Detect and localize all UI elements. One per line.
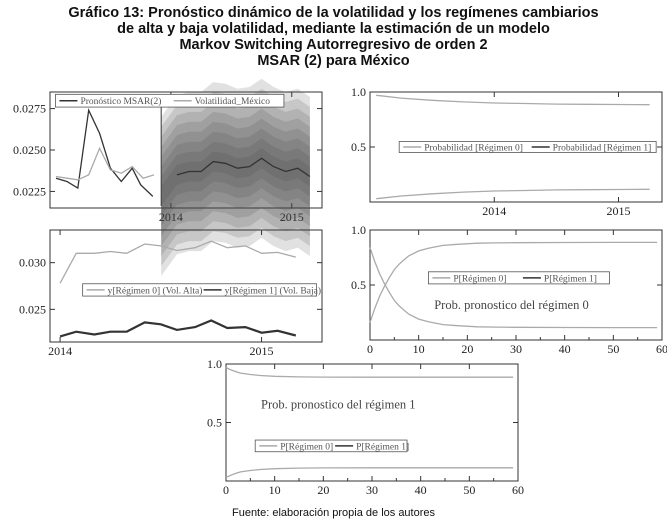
x-tick-label: 2015 — [280, 210, 304, 224]
y-tick-label: 0.025 — [19, 302, 46, 316]
series-line-2 — [59, 319, 297, 338]
legend-box — [55, 93, 285, 108]
legend-box — [398, 141, 657, 153]
legend-label: P[Régimen 1] — [356, 442, 409, 452]
x-tick-label: 50 — [463, 483, 475, 497]
legend-label: P[Régimen 0] — [280, 442, 333, 452]
source-note: Fuente: elaboración propia de los autore… — [231, 507, 436, 519]
series-line-2 — [225, 366, 514, 378]
x-tick-label: 60 — [656, 342, 667, 356]
x-tick-label: 40 — [415, 483, 427, 497]
x-tick-label: 0 — [223, 483, 229, 497]
plot-frame — [49, 229, 323, 343]
x-tick-label: 10 — [413, 342, 425, 356]
series-line-2 — [369, 241, 658, 323]
chart-volatility-forecast: 0.0225 0.0250 0.0275 2014 2015 Pronóstico MSA… — [13, 78, 323, 276]
x-tick-label: 2014 — [48, 344, 72, 358]
legend-box — [254, 439, 408, 453]
x-tick-label: 50 — [607, 342, 619, 356]
forecast-fan-band — [161, 78, 310, 276]
forecast-fan-band — [161, 98, 310, 257]
legend-label: P[Régimen 0] — [453, 274, 506, 284]
series-line-1 — [55, 107, 311, 197]
series-line-1 — [369, 247, 658, 329]
y-tick-label: 0.0275 — [13, 102, 46, 116]
y-tick-label: 0.0225 — [13, 184, 46, 198]
x-tick-label: 40 — [559, 342, 571, 356]
legend-label: Probabilidad [Régimen 0] — [424, 144, 523, 154]
x-tick-label: 60 — [512, 483, 524, 497]
forecast-fan-band — [161, 128, 310, 227]
series-line-2 — [55, 146, 155, 181]
x-tick-label: 0 — [367, 342, 373, 356]
legend-label: Probabilidad [Régimen 1] — [553, 144, 652, 154]
forecast-fan-band — [161, 88, 310, 266]
y-tick-label: 0.5 — [351, 140, 366, 154]
legend-box — [82, 283, 317, 297]
forecast-fan-band — [161, 148, 310, 207]
x-tick-label: 20 — [317, 483, 329, 497]
forecast-fan-band — [161, 108, 310, 247]
series-line-1 — [376, 188, 650, 200]
y-tick-label: 0.030 — [19, 256, 46, 270]
y-tick-label: 1.0 — [351, 223, 366, 237]
y-tick-label: 1.0 — [207, 357, 222, 371]
series-line-1 — [225, 467, 514, 479]
figure-title-line-4: MSAR (2) para México — [257, 53, 410, 69]
legend-label: y[Régimen 0] (Vol. Alta) — [108, 285, 203, 296]
x-tick-label: 2015 — [250, 344, 274, 358]
chart-annotation: Prob. pronostico del régimen 1 — [261, 397, 416, 411]
chart-forecast-regime-0: 0.5 1.0 0 10 20 30 40 50 60 P[Régimen 0] P[Régimen… — [351, 223, 667, 356]
figure-title-line-1: Gráfico 13: Pronóstico dinámico de la vo… — [68, 5, 599, 21]
forecast-fan-band — [161, 138, 310, 217]
legend-label: P[Régimen 1] — [544, 274, 597, 284]
chart-regime-levels: 0.025 0.030 2014 2015 y[Régimen 0] (Vol. Alt… — [19, 229, 323, 358]
y-tick-label: 0.0250 — [13, 143, 46, 157]
figure-title-line-2: de alta y baja volatilidad, mediante la … — [117, 21, 550, 37]
legend-label: y[Régimen 1] (Vol. Baja) — [225, 285, 321, 296]
x-tick-label: 30 — [366, 483, 378, 497]
x-tick-label: 10 — [269, 483, 281, 497]
x-tick-label: 2014 — [159, 210, 183, 224]
chart-regime-probabilities: 0.5 1.0 2014 2015 Probabilidad [Régimen 0] Pr… — [351, 85, 663, 218]
legend-label: Volatilidad_México — [195, 97, 271, 107]
chart-forecast-regime-1: 0.5 1.0 0 10 20 30 40 50 60 P[Régimen 0] P[Régimen… — [207, 357, 524, 497]
x-tick-label: 30 — [510, 342, 522, 356]
figure-title-line-3: Markov Switching Autorregresivo de orden… — [179, 37, 488, 53]
y-tick-label: 0.5 — [351, 278, 366, 292]
x-tick-label: 2014 — [482, 204, 506, 218]
series-line-1 — [59, 240, 296, 284]
forecast-fan-band — [161, 118, 310, 237]
series-line-2 — [376, 94, 650, 106]
plot-frame — [369, 229, 663, 341]
legend-box — [428, 271, 610, 285]
y-tick-label: 0.5 — [207, 416, 222, 430]
x-tick-label: 20 — [461, 342, 473, 356]
x-tick-label: 2015 — [607, 204, 631, 218]
legend-label: Pronóstico MSAR(2) — [80, 96, 161, 107]
y-tick-label: 1.0 — [351, 85, 366, 99]
plot-frame — [225, 363, 519, 482]
chart-annotation: Prob. pronostico del régimen 0 — [434, 298, 589, 312]
